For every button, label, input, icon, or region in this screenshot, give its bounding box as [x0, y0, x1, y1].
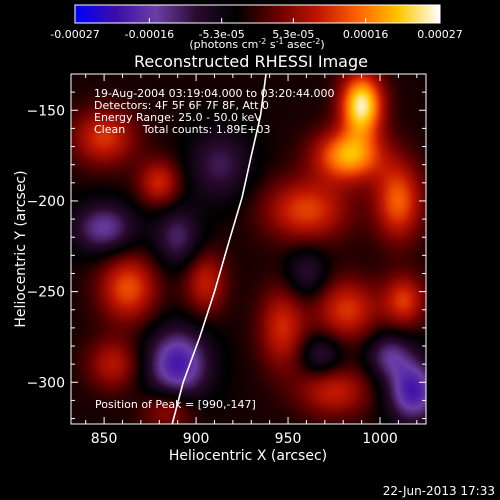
colorbar-units-exp1: -2 [258, 37, 266, 46]
x-axis-label: Heliocentric X (arcsec) [169, 448, 327, 464]
colorbar-tick-labels: -0.00027 -0.00016 -5.3e-05 5.3e-05 0.00016 0.… [50, 28, 462, 41]
plot-frame [70, 73, 427, 425]
y-tick-labels: −150 −200 −250 −300 [27, 103, 65, 391]
plot-area [70, 73, 427, 425]
y-axis-label: Heliocentric Y (arcsec) [13, 170, 29, 327]
heatmap-image [71, 74, 426, 424]
colorbar-tick-label: 0.00027 [417, 28, 463, 41]
colorbar-tick-label: -5.3e-05 [199, 28, 245, 41]
x-tick-label: 900 [183, 431, 210, 447]
colorbar-units-prefix: (photons cm [189, 38, 258, 51]
annotation-line-1: 19-Aug-2004 03:19:04.000 to 03:20:44.000 [94, 87, 335, 100]
colorbar-units-exp3: -2 [312, 37, 320, 46]
y-tick-label: −250 [27, 285, 65, 301]
colorbar-tick-label: -0.00016 [125, 28, 174, 41]
x-tick-labels: 850 900 950 1000 [91, 431, 398, 447]
colorbar-units-exp2: -1 [276, 37, 284, 46]
annotation-line-3: Energy Range: 25.0 - 50.0 keV [94, 111, 262, 124]
y-tick-label: −200 [27, 194, 65, 210]
x-tick-label: 1000 [362, 431, 398, 447]
plot-ticks [71, 73, 426, 424]
colorbar-tick-label: 5.3e-05 [272, 28, 314, 41]
colorbar-units-mid2: asec [284, 38, 313, 51]
y-tick-label: −300 [27, 375, 65, 391]
colorbar-tick-label: -0.00027 [50, 28, 99, 41]
colorbar-tick-label: 0.00016 [343, 28, 389, 41]
y-tick-label: −150 [27, 103, 65, 119]
x-tick-label: 950 [275, 431, 302, 447]
annotation-line-4: Clean Total counts: 1.89E+03 [94, 123, 271, 136]
colorbar-units-suffix: ) [320, 38, 324, 51]
footer-date: 22-Jun-2013 17:33 [383, 484, 495, 498]
colorbar-rect [74, 4, 441, 24]
annotation-line-2: Detectors: 4F 5F 6F 7F 8F, Att 0 [94, 99, 269, 112]
annotation-block: 19-Aug-2004 03:19:04.000 to 03:20:44.000… [94, 87, 335, 136]
chart-title: Reconstructed RHESSI Image [134, 52, 368, 71]
x-tick-label: 850 [91, 431, 118, 447]
colorbar-units-mid1: s [266, 38, 275, 51]
colorbar-ticks [74, 18, 441, 23]
colorbar-units-label: (photons cm-2 s-1 asec-2) [189, 37, 324, 52]
solar-limb-line [171, 73, 267, 425]
peak-position-label: Position of Peak = [990,-147] [95, 398, 256, 411]
colorbar: -0.00027 -0.00016 -5.3e-05 5.3e-05 0.00016 0.… [50, 4, 463, 52]
